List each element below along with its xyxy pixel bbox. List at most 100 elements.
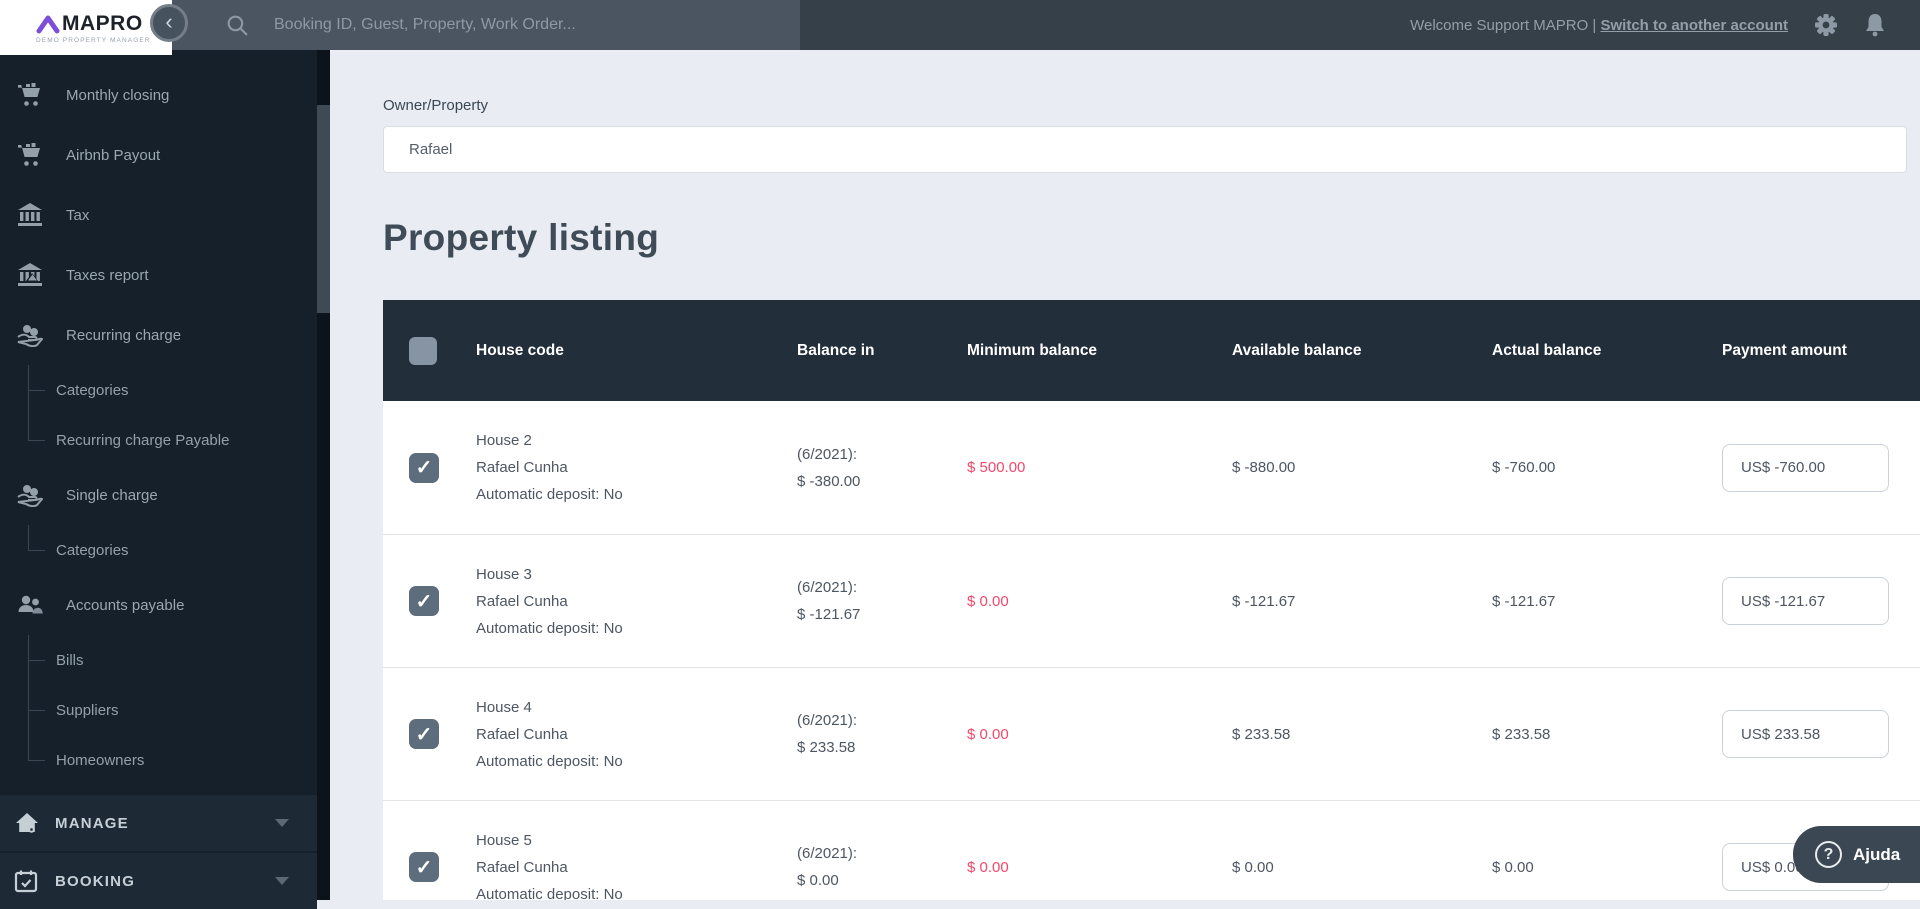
available-balance: $ 233.58 — [1232, 726, 1492, 743]
balance-in-period: (6/2021): — [797, 840, 967, 867]
column-header-available-balance: Available balance — [1232, 342, 1492, 360]
hand-coins-icon — [0, 483, 49, 507]
balance-in-value: $ 0.00 — [797, 867, 967, 894]
select-all-checkbox[interactable] — [409, 337, 437, 365]
sidebar-item-label: Monthly closing — [66, 87, 169, 104]
sidebar-subitem-bills[interactable]: Bills — [0, 635, 317, 685]
minimum-balance: $ 500.00 — [967, 459, 1232, 476]
sidebar-item-airbnb-payout[interactable]: Airbnb Payout — [0, 125, 317, 185]
sidebar-item-label: Airbnb Payout — [66, 147, 160, 164]
table-row: House 3 Rafael Cunha Automatic deposit: … — [383, 534, 1920, 667]
minimum-balance: $ 0.00 — [967, 726, 1232, 743]
welcome-label: Welcome Support MAPRO | — [1410, 17, 1600, 34]
row-checkbox[interactable] — [409, 852, 439, 882]
welcome-text: Welcome Support MAPRO | Switch to anothe… — [1410, 17, 1788, 34]
page-title: Property listing — [383, 217, 1920, 259]
search-icon — [225, 13, 250, 38]
available-balance: $ 0.00 — [1232, 859, 1492, 876]
balance-in-period: (6/2021): — [797, 574, 967, 601]
sidebar-section-manage[interactable]: MANAGE — [0, 795, 317, 851]
calendar-check-icon — [0, 869, 42, 893]
chevron-down-icon — [275, 877, 289, 885]
minimum-balance: $ 0.00 — [967, 859, 1232, 876]
gear-icon[interactable] — [1814, 13, 1838, 37]
house-code: House 4 — [476, 694, 797, 721]
sidebar-item-recurring-charge[interactable]: Recurring charge — [0, 305, 317, 365]
balance-in-period: (6/2021): — [797, 441, 967, 468]
row-checkbox[interactable] — [409, 586, 439, 616]
bank-report-icon — [0, 263, 49, 287]
owner-property-label: Owner/Property — [383, 50, 1920, 114]
actual-balance: $ 0.00 — [1492, 859, 1722, 876]
help-button[interactable]: ? Ajuda — [1793, 826, 1920, 883]
bell-icon[interactable] — [1864, 13, 1886, 37]
owner-name: Rafael Cunha — [476, 454, 797, 481]
sidebar-subitem-label: Categories — [56, 542, 129, 559]
column-header-house-code: House code — [466, 337, 797, 364]
table-header-row: House code Balance in Minimum balance Av… — [383, 300, 1920, 401]
sidebar-item-taxes-report[interactable]: Taxes report — [0, 245, 317, 305]
column-header-actual-balance: Actual balance — [1492, 342, 1722, 360]
home-icon — [0, 811, 42, 835]
sidebar-scrollbar[interactable] — [317, 50, 330, 900]
topbar: Welcome Support MAPRO | Switch to anothe… — [0, 0, 1920, 50]
sidebar-item-single-charge[interactable]: Single charge — [0, 465, 317, 525]
balance-in-value: $ -380.00 — [797, 468, 967, 495]
sidebar-item-tax[interactable]: Tax — [0, 185, 317, 245]
sidebar-subitem-label: Bills — [56, 652, 84, 669]
sidebar-subitem-label: Suppliers — [56, 702, 119, 719]
chevron-down-icon — [275, 819, 289, 827]
table-row: House 5 Rafael Cunha Automatic deposit: … — [383, 800, 1920, 900]
app-logo: MAPRO DEMO PROPERTY MANAGER — [0, 0, 172, 55]
balance-in-period: (6/2021): — [797, 707, 967, 734]
cart-icon — [0, 83, 49, 107]
row-checkbox[interactable] — [409, 453, 439, 483]
column-header-minimum-balance: Minimum balance — [967, 342, 1232, 360]
owner-name: Rafael Cunha — [476, 854, 797, 881]
question-circle-icon: ? — [1815, 841, 1842, 868]
logo-text: MAPRO — [62, 12, 143, 36]
column-header-payment-amount: Payment amount — [1722, 342, 1920, 360]
help-button-label: Ajuda — [1853, 845, 1900, 865]
sidebar-section-label: MANAGE — [55, 815, 129, 832]
auto-deposit: Automatic deposit: No — [476, 615, 797, 642]
sidebar-subitem-categories[interactable]: Categories — [0, 365, 317, 415]
sidebar-item-label: Tax — [66, 207, 89, 224]
property-listing-table: House code Balance in Minimum balance Av… — [383, 300, 1920, 900]
table-row: House 4 Rafael Cunha Automatic deposit: … — [383, 667, 1920, 800]
sidebar-subitem-homeowners[interactable]: Homeowners — [0, 735, 317, 785]
sidebar-collapse-button[interactable]: ‹ — [150, 4, 188, 42]
sidebar-item-accounts-payable[interactable]: Accounts payable — [0, 575, 317, 635]
balance-in-value: $ 233.58 — [797, 734, 967, 761]
sidebar-subitem-label: Categories — [56, 382, 129, 399]
house-code: House 5 — [476, 827, 797, 854]
row-checkbox[interactable] — [409, 719, 439, 749]
hand-coins-icon — [0, 323, 49, 347]
actual-balance: $ -760.00 — [1492, 459, 1722, 476]
payment-amount-input[interactable] — [1722, 444, 1889, 492]
sidebar-item-monthly-closing[interactable]: Monthly closing — [0, 65, 317, 125]
sidebar-subitem-label: Recurring charge Payable — [56, 432, 229, 449]
sidebar-item-label: Taxes report — [66, 267, 149, 284]
cart-icon — [0, 143, 49, 167]
sidebar-scrollbar-thumb[interactable] — [317, 105, 330, 313]
actual-balance: $ 233.58 — [1492, 726, 1722, 743]
available-balance: $ -121.67 — [1232, 593, 1492, 610]
balance-in-value: $ -121.67 — [797, 601, 967, 628]
sidebar-subitem-suppliers[interactable]: Suppliers — [0, 685, 317, 735]
switch-account-link[interactable]: Switch to another account — [1600, 17, 1788, 34]
house-code: House 2 — [476, 427, 797, 454]
sidebar-subitem-categories-single[interactable]: Categories — [0, 525, 317, 575]
payment-amount-input[interactable] — [1722, 710, 1889, 758]
sidebar-section-booking[interactable]: BOOKING — [0, 853, 317, 909]
logo-mark-icon — [36, 14, 60, 34]
sidebar-subitem-recurring-charge-payable[interactable]: Recurring charge Payable — [0, 415, 317, 465]
search-input[interactable] — [274, 16, 774, 34]
owner-name: Rafael Cunha — [476, 721, 797, 748]
auto-deposit: Automatic deposit: No — [476, 481, 797, 508]
bank-icon — [0, 203, 49, 227]
payment-amount-input[interactable] — [1722, 577, 1889, 625]
sidebar-item-label: Recurring charge — [66, 327, 181, 344]
owner-property-input[interactable] — [383, 126, 1907, 173]
users-icon — [0, 593, 49, 617]
